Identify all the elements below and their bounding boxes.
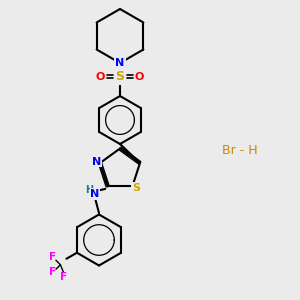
Text: H: H: [85, 185, 94, 195]
Text: N: N: [90, 189, 99, 199]
Text: F: F: [60, 272, 67, 282]
Text: N: N: [116, 58, 124, 68]
Text: F: F: [50, 267, 56, 277]
Text: Br - H: Br - H: [222, 143, 258, 157]
Text: N: N: [92, 157, 101, 166]
Text: F: F: [50, 252, 56, 262]
Text: O: O: [96, 71, 105, 82]
Text: S: S: [116, 70, 124, 83]
Text: O: O: [135, 71, 144, 82]
Text: S: S: [132, 183, 140, 193]
